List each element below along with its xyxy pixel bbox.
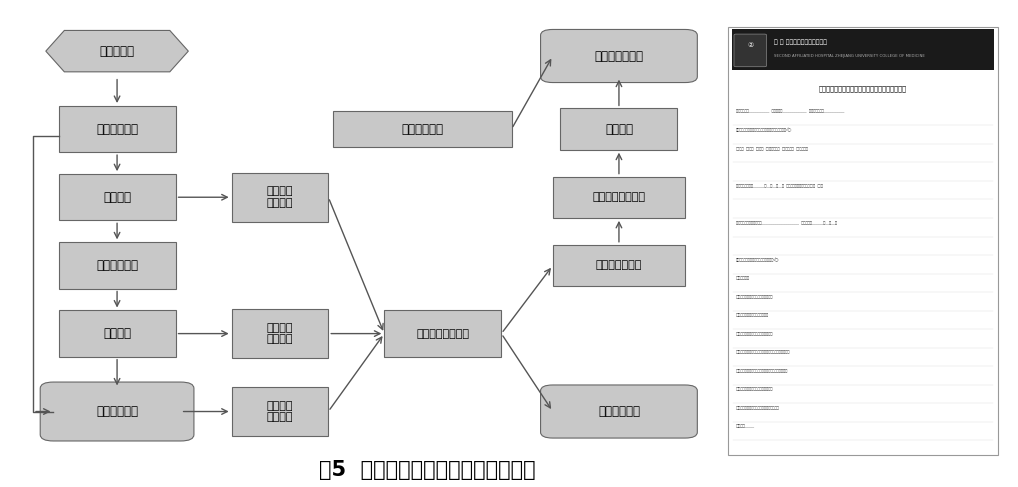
Text: □医院手写病历，医院中中的程目与业诊记录信息不符。: □医院手写病历，医院中中的程目与业诊记录信息不符。 bbox=[736, 351, 790, 355]
FancyBboxPatch shape bbox=[541, 385, 697, 438]
Text: 浙 江 大学医学院附属第二医院: 浙 江 大学医学院附属第二医院 bbox=[774, 40, 827, 45]
FancyBboxPatch shape bbox=[560, 109, 677, 150]
Text: 需要修改的时间：______年__月__日__时  患者已出院不超（限）：□是  □否: 需要修改的时间：______年__月__日__时 患者已出院不超（限）：□是 □… bbox=[736, 184, 823, 187]
FancyBboxPatch shape bbox=[41, 382, 193, 441]
Text: □其他：_____: □其他：_____ bbox=[736, 425, 755, 429]
FancyBboxPatch shape bbox=[59, 311, 176, 356]
Text: 病案室归档保存: 病案室归档保存 bbox=[595, 50, 643, 62]
Text: 医生填写修正申请: 医生填写修正申请 bbox=[416, 329, 469, 338]
FancyBboxPatch shape bbox=[59, 242, 176, 288]
FancyBboxPatch shape bbox=[232, 309, 328, 358]
FancyBboxPatch shape bbox=[59, 174, 176, 220]
Text: 出院（离院）: 出院（离院） bbox=[96, 405, 138, 418]
FancyBboxPatch shape bbox=[59, 106, 176, 152]
FancyBboxPatch shape bbox=[553, 244, 685, 286]
Text: 患者病案号：___________  就诊时间：_____________  医务人员姓名：___________: 患者病案号：___________ 就诊时间：_____________ 医务人… bbox=[736, 110, 844, 113]
FancyBboxPatch shape bbox=[728, 27, 998, 455]
FancyBboxPatch shape bbox=[732, 29, 994, 70]
Text: 医生诊疗: 医生诊疗 bbox=[103, 191, 131, 204]
Text: □患者打不清楚，医院中中程目与业诊记录信息不符。: □患者打不清楚，医院中中程目与业诊记录信息不符。 bbox=[736, 369, 788, 373]
Text: □医院的，出医生手卫卫记录告状号。: □医院的，出医生手卫卫记录告状号。 bbox=[736, 388, 774, 392]
Text: SECOND AFFILIATED HOSPITAL ZHEJIANG UNIVERSITY COLLEGE OF MEDICINE: SECOND AFFILIATED HOSPITAL ZHEJIANG UNIV… bbox=[774, 54, 924, 58]
Text: 病人到医院: 病人到医院 bbox=[100, 45, 134, 57]
Text: □信息无误法: □信息无误法 bbox=[736, 276, 750, 281]
Text: 发现患者
信息错误: 发现患者 信息错误 bbox=[267, 401, 293, 422]
FancyBboxPatch shape bbox=[385, 311, 501, 356]
Text: 图5  患者基本信息修正流程及申请表: 图5 患者基本信息修正流程及申请表 bbox=[320, 460, 535, 480]
Text: 呈报不良事件: 呈报不良事件 bbox=[598, 405, 640, 418]
Text: □医生规范书写患者病情描述无误时。: □医生规范书写患者病情描述无误时。 bbox=[736, 295, 774, 299]
Text: 办理入院手续: 办理入院手续 bbox=[96, 259, 138, 272]
Text: 患者携带相关材料: 患者携带相关材料 bbox=[592, 192, 645, 202]
Text: 需要修改的患者一级信息具体内容（请在以下四项上打√）:: 需要修改的患者一级信息具体内容（请在以下四项上打√）: bbox=[736, 128, 793, 132]
Text: 医生诊疗: 医生诊疗 bbox=[103, 327, 131, 340]
Text: 请求信息修改的原因（请在以下四项上打√）:: 请求信息修改的原因（请在以下四项上打√）: bbox=[736, 258, 780, 262]
Text: 职能部门督查: 职能部门督查 bbox=[401, 123, 444, 135]
Text: □姓名  □性别  □民族  □出生年月日  □户口地址  □联系电话: □姓名 □性别 □民族 □出生年月日 □户口地址 □联系电话 bbox=[736, 147, 808, 150]
Text: ②: ② bbox=[747, 42, 753, 48]
FancyBboxPatch shape bbox=[541, 29, 697, 82]
Text: □不懂汉语，用旁人的身份证，医院不能准。: □不懂汉语，用旁人的身份证，医院不能准。 bbox=[736, 406, 780, 410]
FancyBboxPatch shape bbox=[553, 177, 685, 218]
FancyBboxPatch shape bbox=[334, 111, 511, 147]
Text: 发现患者
信息错误: 发现患者 信息错误 bbox=[267, 323, 293, 344]
Text: 专人修改: 专人修改 bbox=[605, 123, 633, 135]
Text: 门诊办公室审批: 门诊办公室审批 bbox=[596, 261, 642, 270]
FancyBboxPatch shape bbox=[734, 34, 767, 67]
Polygon shape bbox=[46, 30, 188, 72]
Text: 申请人（医务人员）签字：____________________  申请日期：______年__月__日: 申请人（医务人员）签字：____________________ 申请日期：__… bbox=[736, 221, 837, 225]
Text: 挂号（建档）: 挂号（建档） bbox=[96, 123, 138, 135]
Text: □患者是外来就诊人，划照患者姓名。: □患者是外来就诊人，划照患者姓名。 bbox=[736, 332, 774, 336]
Text: 浙江大学医学院附属二院患者一级信息修正申请表: 浙江大学医学院附属二院患者一级信息修正申请表 bbox=[818, 85, 907, 92]
FancyBboxPatch shape bbox=[232, 173, 328, 222]
FancyBboxPatch shape bbox=[232, 387, 328, 436]
Text: □患者提供人、当时告患者姓名。: □患者提供人、当时告患者姓名。 bbox=[736, 314, 770, 318]
Text: 发现患者
信息错误: 发现患者 信息错误 bbox=[267, 187, 293, 208]
